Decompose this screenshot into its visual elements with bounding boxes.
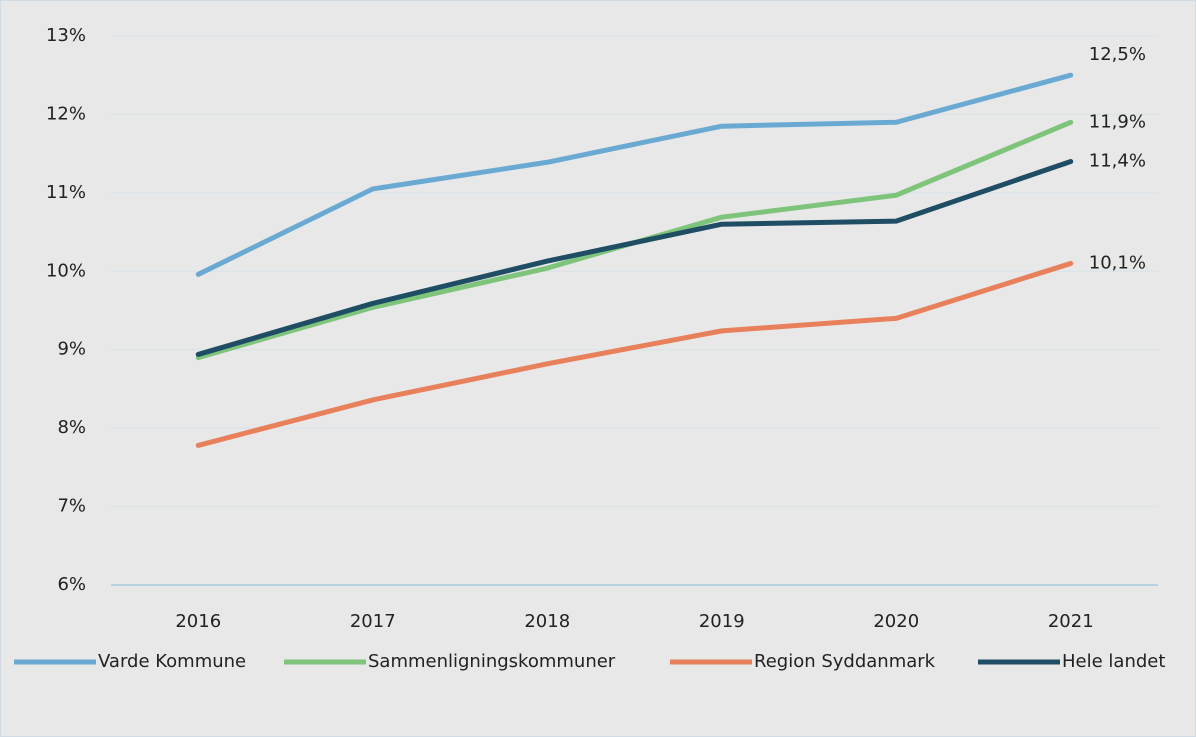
- data-label: 11,4%: [1089, 150, 1146, 171]
- y-tick-label: 11%: [46, 182, 86, 203]
- x-tick-label: 2017: [350, 611, 396, 632]
- series-line: [195, 260, 1074, 448]
- x-tick-label: 2016: [175, 611, 221, 632]
- series-line: [195, 158, 1074, 357]
- legend-label: Hele landet: [1062, 651, 1165, 672]
- legend-label: Region Syddanmark: [754, 651, 936, 672]
- legend-label: Varde Kommune: [98, 651, 246, 672]
- y-tick-label: 12%: [46, 103, 86, 124]
- y-tick-label: 9%: [57, 339, 86, 360]
- x-tick-label: 2018: [524, 611, 570, 632]
- y-tick-label: 6%: [57, 574, 86, 595]
- x-tick-label: 2020: [873, 611, 919, 632]
- y-tick-label: 7%: [57, 496, 86, 517]
- y-tick-label: 10%: [46, 260, 86, 281]
- data-label: 11,9%: [1089, 111, 1146, 132]
- x-tick-label: 2019: [699, 611, 745, 632]
- y-tick-label: 8%: [57, 417, 86, 438]
- legend-label: Sammenligningskommuner: [368, 651, 616, 672]
- series-line: [195, 72, 1074, 277]
- data-label: 12,5%: [1089, 44, 1146, 65]
- y-tick-label: 13%: [46, 25, 86, 46]
- x-tick-label: 2021: [1048, 611, 1094, 632]
- data-label: 10,1%: [1089, 252, 1146, 273]
